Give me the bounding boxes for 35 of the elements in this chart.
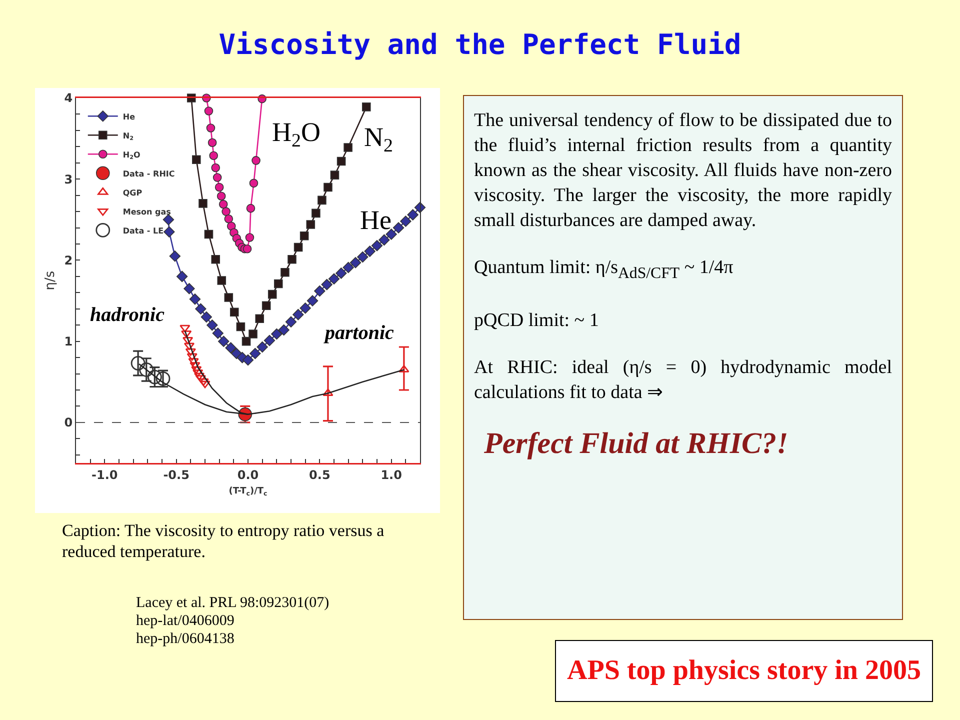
legend-label: N$_{2}$: [122, 131, 134, 142]
x-tick-label: 1.0: [380, 468, 402, 482]
legend-label: Meson gas: [122, 207, 172, 216]
x-axis-title: (T-T$_{c}$)/T$_{c}$: [228, 486, 268, 498]
x-tick-label: -0.5: [163, 468, 190, 482]
y-tick-label: 2: [64, 253, 73, 268]
legend-label: Data - LE: [122, 226, 164, 236]
legend-label: He: [122, 112, 136, 122]
text: APS top physics story in 2005: [555, 640, 933, 702]
annotation: N$_{2}$: [364, 122, 393, 157]
annotation: hadronic: [90, 304, 165, 326]
text: pQCD limit: ~ 1: [474, 308, 600, 333]
x-tick-label: 0.0: [237, 468, 259, 482]
text: Lacey et al. PRL 98:092301(07): [136, 594, 330, 612]
y-tick-label: 1: [64, 334, 73, 349]
x-tick-label: -1.0: [92, 468, 118, 482]
legend-label: QGP: [122, 188, 142, 198]
y-tick-label: 3: [64, 172, 73, 186]
x-tick-label: 0.5: [309, 468, 330, 482]
text: Viscosity and the Perfect Fluid: [218, 28, 742, 61]
y-tick-label: 4: [64, 91, 73, 106]
text: hep-lat/0406009: [136, 612, 236, 630]
text: The universal tendency of flow to be dissipated due to the fluid’s internal friction results from a quantity known as the shear viscosity. All fluids have non-zero viscosity. The larger the viscosity, the more rapidly small disturbances are damped away.: [474, 109, 892, 233]
annotation: H$_{2}$O: [272, 117, 320, 152]
annotation: partonic: [323, 322, 394, 344]
legend-label: Data - RHIC: [122, 169, 175, 178]
y-tick-label: 0: [64, 416, 73, 430]
legend-label: H$_{2}$O: [122, 150, 140, 161]
text: Perfect Fluid at RHIC?!: [484, 426, 790, 461]
y-axis-title: η/s: [43, 270, 58, 290]
annotation: He: [360, 205, 392, 235]
text: Caption: The viscosity to entropy ratio versus a reduced temperature.: [62, 520, 386, 562]
text: Quantum limit: η/s$_{AdS/CFT}$ ~ 1/4π: [474, 256, 734, 284]
text: At RHIC: ideal (η/s = 0) hydrodynamic model calculations fit to data ⇒: [474, 356, 892, 405]
text: hep-ph/0604138: [136, 630, 236, 648]
